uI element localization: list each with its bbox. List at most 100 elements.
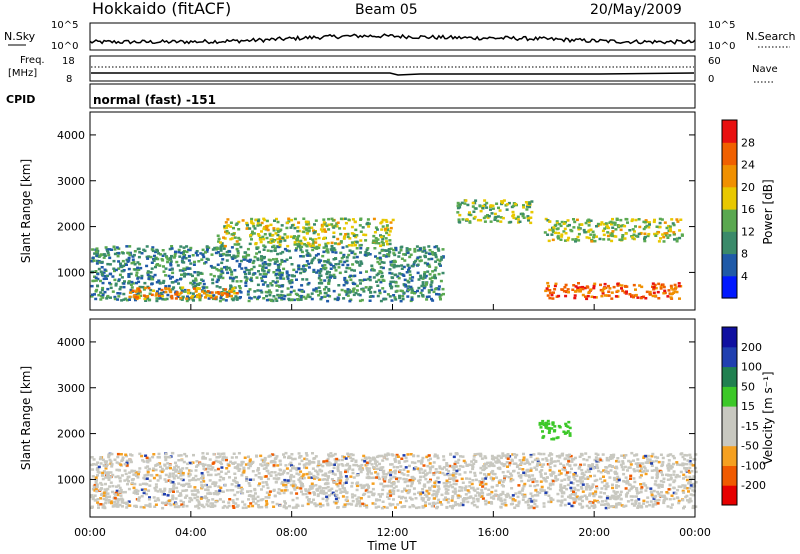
velocity-cell <box>624 454 628 457</box>
power-cell <box>530 210 534 214</box>
velocity-cell <box>161 506 165 510</box>
velocity-cell <box>252 478 255 481</box>
power-cell <box>366 218 370 221</box>
velocity-cell <box>629 463 633 466</box>
power-cell <box>179 251 183 255</box>
power-cell <box>116 292 120 295</box>
velocity-cell <box>512 462 516 465</box>
power-cell <box>606 234 610 238</box>
power-cell <box>372 276 376 279</box>
power-cell <box>279 252 283 255</box>
power-cell <box>365 248 369 251</box>
velocity-cell <box>539 452 543 456</box>
velocity-cell <box>163 489 167 492</box>
power-cell <box>200 258 204 261</box>
power-cell <box>232 254 236 257</box>
power-cell <box>303 238 307 241</box>
power-cell <box>277 245 281 249</box>
velocity-cell <box>364 457 368 460</box>
velocity-cell <box>472 462 476 466</box>
velocity-cell <box>254 474 258 477</box>
velocity-cell <box>471 486 475 490</box>
power-cell <box>170 254 173 258</box>
velocity-cell <box>266 477 270 481</box>
power-cell <box>306 252 310 255</box>
velocity-cell <box>324 486 328 490</box>
velocity-cell <box>316 493 320 496</box>
velocity-cell <box>265 505 269 509</box>
power-cell <box>375 273 379 277</box>
power-cell <box>209 296 213 299</box>
power-cell <box>136 266 140 270</box>
velocity-cell <box>412 505 416 508</box>
velocity-cell <box>567 456 571 459</box>
power-cell <box>99 291 103 294</box>
power-cell <box>289 235 293 238</box>
power-cell <box>94 250 98 253</box>
velocity-cell <box>262 467 266 470</box>
power-cell <box>408 273 412 277</box>
power-cell <box>133 250 137 253</box>
velocity-cell <box>372 476 376 479</box>
velocity-cell <box>101 477 105 481</box>
power-cell <box>238 263 242 266</box>
velocity-cell <box>146 465 150 468</box>
velocity-cell <box>364 489 368 492</box>
power-cell <box>429 283 433 287</box>
velocity-cell <box>447 474 451 477</box>
velocity-cell <box>189 497 193 500</box>
power-cell <box>300 284 304 287</box>
velocity-cell <box>365 476 369 479</box>
power-cell <box>279 239 283 243</box>
velocity-cell <box>432 461 436 464</box>
power-cell <box>374 226 378 229</box>
power-cell <box>181 296 185 299</box>
velocity-cell <box>358 468 362 471</box>
power-cell <box>317 286 321 289</box>
power-cell <box>585 297 589 301</box>
velocity-cell <box>484 462 487 466</box>
velocity-cell <box>357 464 361 468</box>
velocity-cell <box>508 463 511 467</box>
velocity-cell <box>392 490 396 493</box>
power-cell <box>264 272 268 276</box>
power-cell <box>669 229 673 233</box>
power-cell <box>371 241 375 244</box>
power-cell <box>150 248 154 251</box>
velocity-cell <box>109 481 113 484</box>
velocity-cell <box>330 487 334 490</box>
power-cell <box>161 298 165 301</box>
velocity-cell <box>99 503 103 506</box>
velocity-cell <box>424 501 428 504</box>
velocity-cell <box>665 497 669 501</box>
power-cell <box>330 249 334 252</box>
velocity-cell <box>144 504 148 507</box>
power-cell <box>140 276 144 280</box>
velocity-cell <box>638 469 642 473</box>
velocity-cell <box>297 473 301 476</box>
power-cell <box>499 220 503 223</box>
velocity-cell <box>298 455 302 458</box>
velocity-cell <box>225 458 228 462</box>
power-cell <box>290 281 294 284</box>
velocity-cell <box>105 463 109 466</box>
velocity-cell <box>688 475 692 479</box>
velocity-cell <box>306 502 310 506</box>
power-cell <box>654 234 658 237</box>
power-cell <box>209 294 213 297</box>
power-cell <box>192 263 196 266</box>
power-cell <box>353 220 357 223</box>
velocity-cell <box>291 506 295 509</box>
power-cell <box>416 271 420 275</box>
power-cell <box>305 228 309 231</box>
velocity-cell <box>539 473 543 476</box>
velocity-cell <box>138 467 142 470</box>
velocity-cell <box>117 484 121 487</box>
velocity-cell <box>148 467 151 471</box>
velocity-cell <box>166 462 170 465</box>
power-cell <box>235 240 239 243</box>
power-cell <box>441 287 445 291</box>
power-cell <box>604 222 608 225</box>
velocity-cell <box>381 459 385 462</box>
velocity-cell <box>516 471 520 475</box>
